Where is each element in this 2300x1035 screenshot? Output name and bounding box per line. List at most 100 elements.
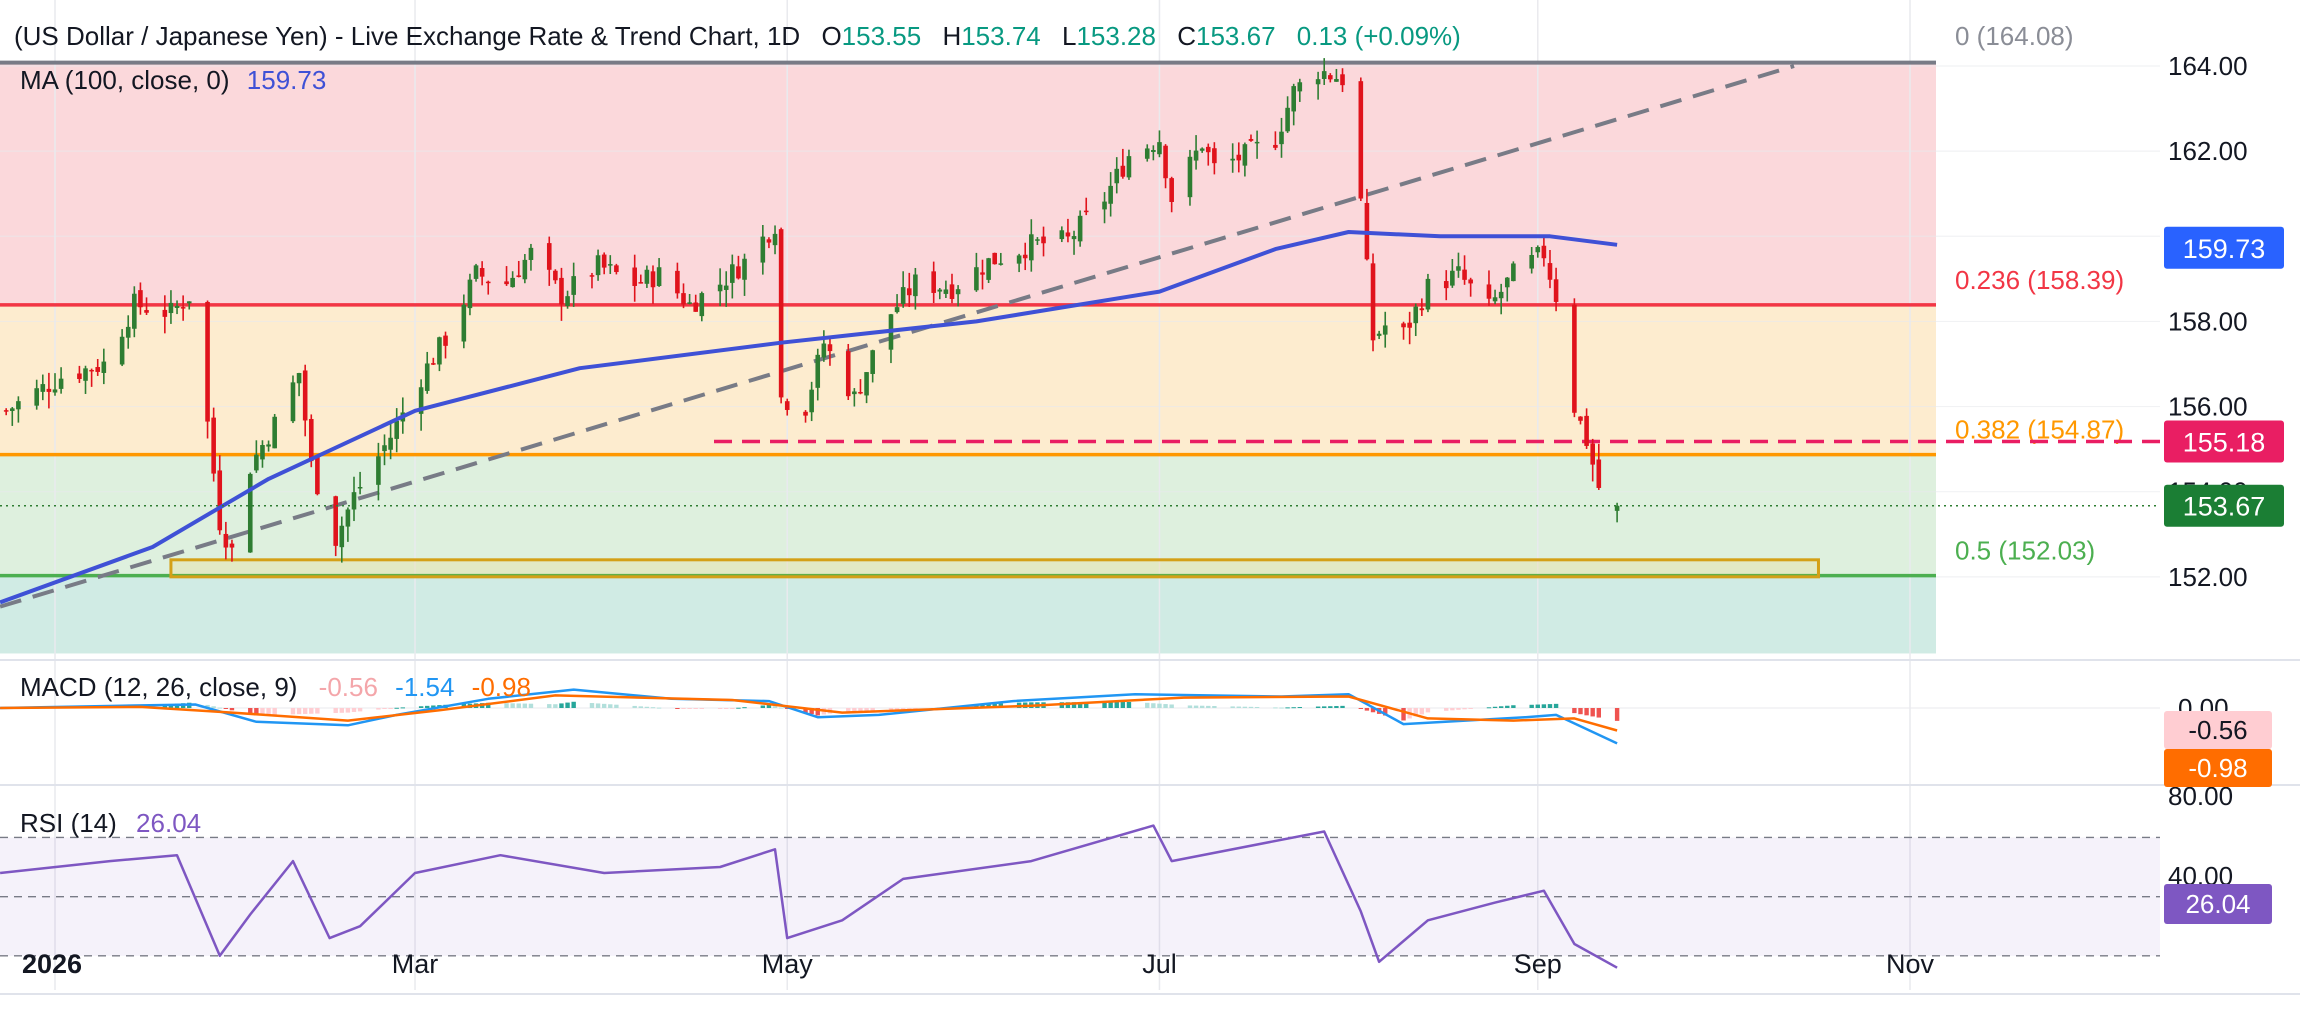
candle-body-2026-05-07 [821,343,827,358]
macd-hist-2026-08-24 [1486,707,1492,709]
macd-hist-2026-04-30 [778,707,784,709]
macd-hist-2026-08-07 [1383,708,1388,716]
macd-hist-2026-07-17 [1254,706,1260,708]
candle-body-2025-12-30 [40,384,46,392]
candle-body-2026-07-21 [1279,131,1284,145]
candle-body-2026-01-29 [223,533,229,548]
candle-body-2025-12-29 [34,388,39,406]
ma-legend-value: 159.73 [247,65,327,95]
candle-body-2026-01-16 [144,310,149,313]
candle-body-2026-04-01 [601,254,607,268]
macd-hist-2026-06-22 [1102,702,1107,708]
candle-body-2026-01-14 [132,293,137,329]
candle-body-2026-09-14 [1614,505,1620,511]
candle-body-2026-04-07 [638,282,644,284]
ma-legend: MA (100, close, 0) 159.73 [20,65,326,95]
candle-body-2026-06-01 [974,267,979,291]
candle-body-2026-08-05 [1370,263,1376,341]
macd-hist-2026-07-14 [1236,706,1241,708]
macd-hist-2026-04-15 [687,708,692,709]
candle-body-2026-05-05 [809,389,814,413]
high-value: 153.74 [961,21,1041,51]
open-value: 153.55 [842,21,922,51]
high-label: H [942,21,961,51]
candle-body-2026-06-09 [1022,254,1028,259]
macd-hist-2026-07-03 [1169,704,1174,708]
candle-body-2026-09-02 [1541,245,1547,259]
macd-hist-2026-02-27 [400,707,406,709]
candle-body-2025-12-26 [16,401,21,410]
macd-hist-2026-01-19 [162,704,168,708]
macd-hist-2026-04-21 [724,708,729,709]
macd-badge-bg-signal [2164,749,2272,787]
macd-hist-2026-08-12 [1413,708,1418,717]
macd-hist-2026-05-01 [785,708,790,709]
candle-body-2026-02-13 [315,457,320,495]
macd-hist-2026-04-13 [675,708,680,709]
macd-hist-2026-09-14 [1614,708,1620,721]
macd-hist-2026-07-24 [1297,707,1303,709]
candle-body-2026-08-28 [1511,263,1516,282]
macd-hist-2026-02-09 [290,708,296,715]
candle-body-2026-07-31 [1340,74,1345,86]
rsi-badge-value: 26.04 [2185,889,2250,919]
candle-body-2026-03-17 [510,277,515,288]
candle-body-2026-08-13 [1419,308,1425,311]
candle-body-2026-03-02 [418,387,424,414]
macd-hist-2026-07-31 [1340,705,1345,708]
candle-body-2026-05-12 [852,391,857,395]
macd-hist-2026-08-28 [1511,705,1516,708]
macd-badge-bg-histogram [2164,711,2272,749]
candle-body-2026-01-20 [168,302,174,314]
macd-hist-value: -0.56 [319,672,378,702]
candle-body-2026-01-27 [211,417,216,474]
candle-body-2026-08-21 [1468,279,1473,284]
macd-hist-2026-08-25 [1492,706,1498,708]
candle-body-2026-03-06 [443,335,448,346]
macd-hist-2026-08-20 [1462,708,1467,710]
macd-hist-2026-01-30 [229,708,235,711]
candle-body-2026-06-26 [1126,156,1132,178]
candle-body-2026-07-01 [1157,142,1162,155]
candle-body-2026-07-03 [1169,178,1174,202]
macd-hist-2026-02-20 [357,708,363,712]
candle-body-2026-07-28 [1321,71,1327,79]
macd-hist-2026-03-24 [553,704,558,708]
price-tick-156: 156.00 [2168,392,2248,422]
macd-hist-2026-02-11 [302,708,308,714]
time-label-Nov: Nov [1886,949,1935,979]
macd-hist-2026-09-04 [1553,703,1559,708]
time-label-Sep: Sep [1514,949,1562,979]
candle-body-2026-05-06 [815,354,821,388]
fib-label-0: 0 (164.08) [1955,21,2074,51]
macd-hist-2026-04-10 [656,707,662,709]
candle-body-2026-03-04 [431,363,436,365]
macd-hist-2026-07-23 [1291,707,1296,709]
zone-0-236 [0,62,1936,305]
time-label-Mar: Mar [392,949,439,979]
macd-hist-2026-08-31 [1529,704,1534,708]
macd-hist-2026-01-28 [217,707,222,709]
candle-body-2026-01-12 [119,336,125,365]
candle-body-2026-04-22 [730,264,735,283]
candle-body-2026-02-11 [302,370,308,421]
low-value: 153.28 [1076,21,1156,51]
time-label-Jul: Jul [1142,949,1177,979]
candle-body-2026-04-15 [687,302,692,304]
macd-hist-2026-09-08 [1578,708,1583,715]
candle-body-2026-07-17 [1254,141,1260,144]
candle-body-2026-07-23 [1291,86,1297,112]
candle-body-2026-06-24 [1114,168,1120,184]
macd-hist-2026-01-26 [205,704,210,708]
candle-body-2026-01-07 [89,369,94,372]
candle-body-2026-01-06 [83,368,88,381]
macd-hist-2026-05-20 [900,708,906,711]
candle-body-2026-03-23 [546,243,552,270]
candle-body-2026-06-16 [1065,232,1071,237]
candle-body-2026-02-24 [382,445,387,452]
fibonacci-zones [0,62,1936,654]
candle-body-2026-02-12 [308,418,314,462]
macd-hist-2026-06-16 [1065,702,1071,708]
macd-hist-2026-06-29 [1145,702,1150,708]
